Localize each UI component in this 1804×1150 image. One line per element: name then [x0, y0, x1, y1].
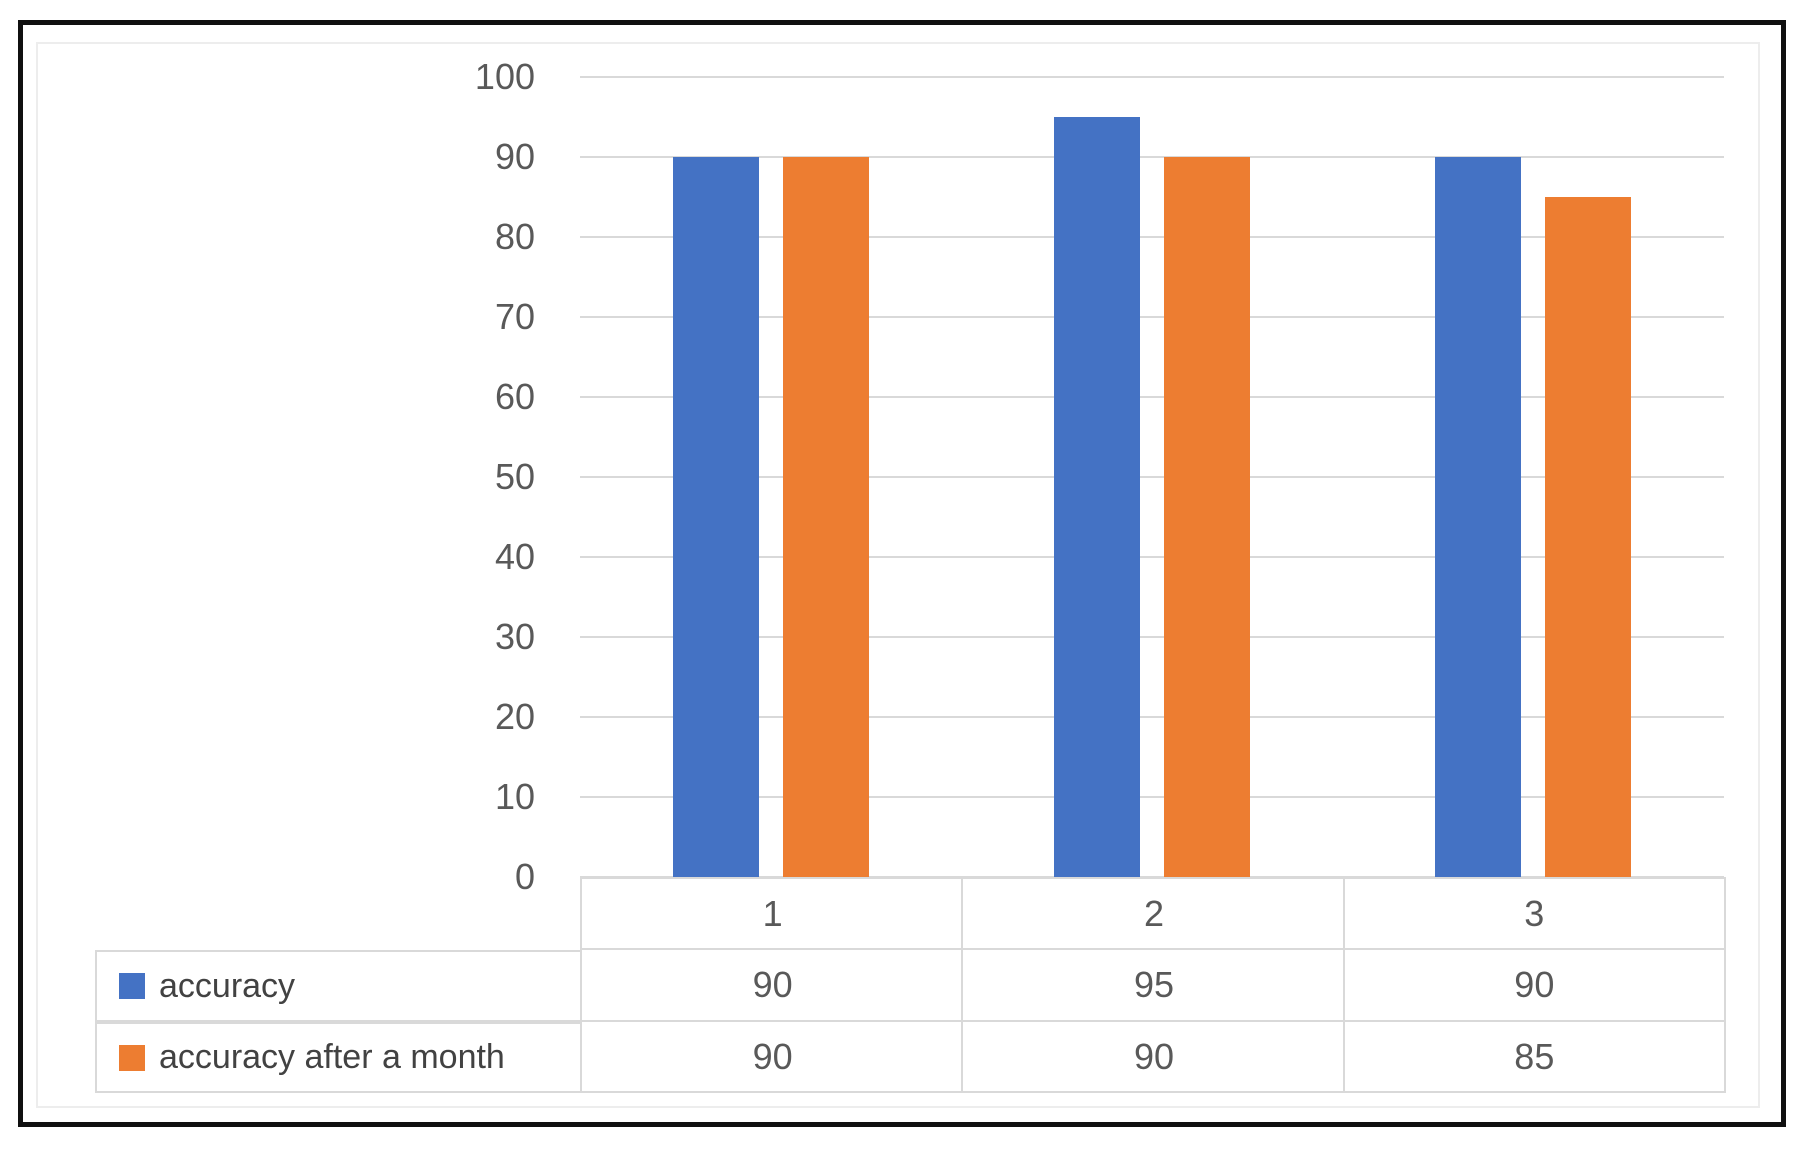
- bar-accuracy-cat-3: [1435, 157, 1522, 877]
- value-cell-accuracy-cat-2: 95: [961, 950, 1345, 1022]
- legend-label: accuracy after a month: [159, 1038, 505, 1076]
- gridline-100: [580, 76, 1724, 78]
- value-cell-accuracy-after-a-month-cat-3: 85: [1342, 1022, 1726, 1093]
- y-tick-label-90: 90: [494, 136, 535, 177]
- bar-accuracy-cat-1: [672, 157, 759, 877]
- legend-cell-accuracy: accuracy: [95, 950, 580, 1022]
- gridline-60: [580, 396, 1724, 398]
- category-cell-3: 3: [1342, 877, 1726, 950]
- gridline-30: [580, 636, 1724, 638]
- y-tick-label-30: 30: [494, 616, 535, 657]
- legend-swatch-orange-icon: [119, 1044, 145, 1071]
- bar-accuracy-cat-2: [1054, 117, 1140, 877]
- value-cell-accuracy-cat-1: 90: [580, 950, 964, 1022]
- y-tick-label-80: 80: [494, 216, 535, 257]
- legend-label: accuracy: [159, 966, 296, 1005]
- y-tick-label-20: 20: [494, 696, 535, 737]
- bar-accuracy-after-a-month-cat-1: [782, 157, 869, 877]
- y-tick-label-0: 0: [514, 856, 535, 897]
- value-cell-accuracy-cat-3: 90: [1342, 950, 1726, 1022]
- bar-accuracy-after-a-month-cat-2: [1164, 157, 1250, 877]
- y-tick-label-70: 70: [494, 296, 535, 337]
- category-cell-1: 1: [580, 877, 964, 950]
- gridline-40: [580, 556, 1724, 558]
- gridline-80: [580, 236, 1724, 238]
- value-cell-accuracy-after-a-month-cat-1: 90: [580, 1022, 964, 1093]
- y-tick-label-60: 60: [494, 376, 535, 417]
- bar-accuracy-after-a-month-cat-3: [1545, 197, 1632, 877]
- value-cell-accuracy-after-a-month-cat-2: 90: [961, 1022, 1345, 1093]
- gridline-20: [580, 716, 1724, 718]
- y-tick-label-50: 50: [494, 456, 535, 497]
- gridline-70: [580, 316, 1724, 318]
- y-tick-label-10: 10: [494, 776, 535, 817]
- category-cell-2: 2: [961, 877, 1345, 950]
- legend-cell-accuracy-after-a-month: accuracy after a month: [95, 1022, 580, 1093]
- gridline-50: [580, 476, 1724, 478]
- gridline-90: [580, 156, 1724, 158]
- y-tick-label-40: 40: [494, 536, 535, 577]
- legend-swatch-blue-icon: [119, 973, 145, 999]
- y-tick-label-100: 100: [474, 56, 535, 97]
- gridline-10: [580, 796, 1724, 798]
